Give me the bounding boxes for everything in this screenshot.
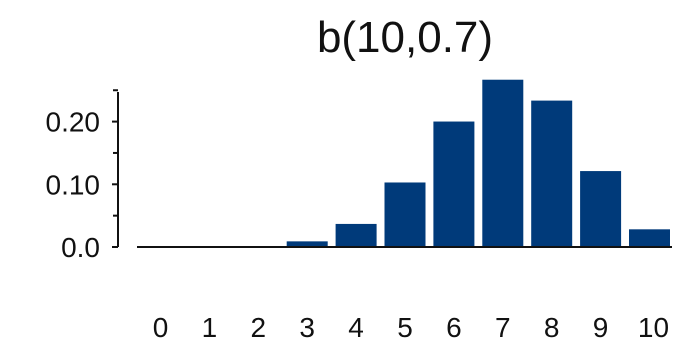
x-tick-label: 8 — [544, 312, 560, 343]
bar-10 — [629, 229, 670, 247]
x-tick-label: 5 — [397, 312, 413, 343]
chart-title: b(10,0.7) — [317, 13, 493, 62]
x-tick-label: 9 — [593, 312, 609, 343]
y-tick-label: 0.20 — [46, 107, 101, 138]
bar-9 — [580, 171, 622, 247]
y-tick-label: 0.0 — [61, 232, 100, 263]
bar-7 — [482, 79, 524, 247]
x-tick-label: 6 — [446, 312, 462, 343]
x-tick-label: 4 — [348, 312, 364, 343]
bars — [188, 79, 670, 248]
x-tick-label: 10 — [638, 312, 669, 343]
x-tick-label: 7 — [495, 312, 511, 343]
bar-6 — [433, 121, 475, 247]
y-tick-label: 0.10 — [46, 169, 101, 200]
bar-5 — [384, 182, 426, 247]
x-tick-labels: 0 1 2 3 4 5 6 7 8 9 10 — [153, 312, 669, 343]
x-tick-label: 2 — [251, 312, 267, 343]
x-tick-label: 0 — [153, 312, 169, 343]
x-tick-label: 1 — [202, 312, 218, 343]
y-ticks: 0.0 0.10 0.20 — [46, 89, 118, 263]
bar-3 — [286, 241, 328, 247]
x-tick-label: 3 — [299, 312, 315, 343]
bar-4 — [335, 223, 377, 247]
bar-8 — [531, 100, 573, 248]
